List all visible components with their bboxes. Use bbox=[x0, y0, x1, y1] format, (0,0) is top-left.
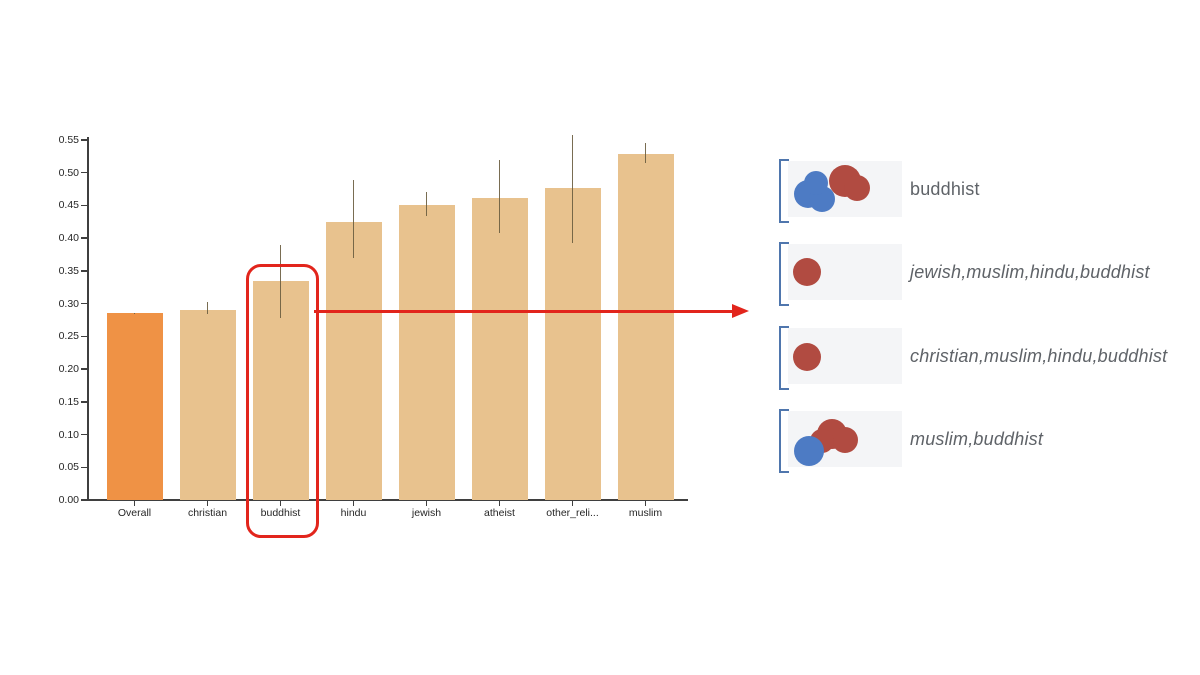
red-blob bbox=[832, 427, 858, 453]
y-tick-mark bbox=[81, 433, 87, 436]
bar-christian[interactable] bbox=[179, 309, 236, 500]
cluster-blobs bbox=[793, 343, 821, 371]
y-tick-label: 0.55 bbox=[58, 134, 79, 146]
cluster-thumbnail[interactable] bbox=[788, 411, 902, 467]
x-tick-mark bbox=[133, 501, 136, 506]
y-tick-label: 0.30 bbox=[58, 297, 79, 310]
x-tick-label-buddhist: buddhist bbox=[260, 507, 301, 519]
x-tick-label-other_reli...: other_reli... bbox=[546, 507, 599, 519]
cluster-row-1[interactable]: buddhist bbox=[779, 159, 1199, 223]
cluster-label: muslim,buddhist bbox=[910, 429, 1044, 449]
bar-hindu[interactable] bbox=[325, 221, 382, 500]
x-axis bbox=[87, 499, 688, 501]
y-tick-mark bbox=[81, 302, 87, 305]
y-tick-mark bbox=[81, 204, 87, 207]
x-tick-mark bbox=[425, 501, 428, 506]
red-blob bbox=[844, 175, 870, 201]
y-tick-label: 0.25 bbox=[58, 330, 79, 343]
error-bar-jewish bbox=[425, 192, 428, 216]
y-tick-mark bbox=[81, 171, 87, 174]
bar-muslim[interactable] bbox=[617, 153, 674, 500]
bar-atheist[interactable] bbox=[471, 197, 528, 500]
red-blob bbox=[793, 343, 821, 371]
blue-blob bbox=[794, 436, 824, 466]
y-tick-label: 0.05 bbox=[58, 461, 79, 474]
y-tick-label: 0.20 bbox=[58, 363, 79, 376]
bracket-icon bbox=[779, 159, 789, 223]
y-tick-mark bbox=[81, 401, 87, 403]
cluster-row-3[interactable]: christian,muslim,hindu,buddhist bbox=[779, 326, 1199, 390]
x-tick-label-christian: christian bbox=[187, 507, 228, 519]
cluster-thumbnail[interactable] bbox=[788, 161, 902, 217]
bracket-icon bbox=[779, 409, 789, 473]
y-tick-mark bbox=[81, 270, 87, 272]
y-tick-label: 0.40 bbox=[58, 232, 79, 245]
y-tick-label: 0.10 bbox=[58, 428, 79, 441]
blue-blob bbox=[804, 171, 828, 195]
y-tick-mark bbox=[81, 368, 87, 370]
error-bar-hindu bbox=[352, 179, 355, 258]
error-bar-buddhist bbox=[279, 245, 282, 319]
y-tick-label: 0.45 bbox=[58, 199, 79, 212]
bracket-icon bbox=[779, 242, 789, 306]
x-tick-label-atheist: atheist bbox=[484, 507, 515, 519]
error-bar-muslim bbox=[644, 143, 647, 163]
arrow-head-icon bbox=[732, 304, 749, 318]
red-blob bbox=[793, 258, 821, 286]
x-tick-mark bbox=[206, 501, 209, 506]
y-axis bbox=[87, 137, 89, 501]
bar-Overall[interactable] bbox=[106, 313, 163, 500]
error-bar-christian bbox=[206, 302, 209, 315]
annotation-arrow bbox=[314, 310, 734, 313]
x-tick-mark bbox=[571, 501, 574, 506]
y-tick-label: 0.35 bbox=[58, 264, 79, 277]
y-tick-mark bbox=[81, 237, 87, 239]
cluster-blobs bbox=[793, 258, 821, 286]
highlight-box bbox=[246, 264, 319, 538]
error-bar-other_reli... bbox=[571, 134, 574, 243]
x-tick-label-Overall: Overall bbox=[117, 507, 152, 519]
x-tick-mark bbox=[279, 501, 282, 506]
cluster-thumbnail[interactable] bbox=[788, 328, 902, 384]
x-tick-mark bbox=[352, 501, 355, 506]
y-tick-mark bbox=[81, 335, 87, 338]
error-bar-Overall bbox=[133, 312, 136, 315]
bar-jewish[interactable] bbox=[398, 204, 455, 500]
y-tick-mark bbox=[81, 139, 87, 141]
x-tick-mark bbox=[644, 501, 647, 506]
cluster-blobs bbox=[794, 165, 870, 212]
cluster-row-4[interactable]: muslim,buddhist bbox=[779, 409, 1199, 473]
x-tick-label-hindu: hindu bbox=[340, 507, 367, 519]
bar-chart: 0.00 0.05 0.10 0.15 0.20 0.25 0.30 0.35 0.40 0.45… bbox=[58, 134, 688, 519]
cluster-row-2[interactable]: jewish,muslim,hindu,buddhist bbox=[779, 242, 1199, 306]
y-tick-mark bbox=[81, 499, 87, 501]
y-tick-label: 0.00 bbox=[58, 494, 79, 506]
cluster-thumbnail[interactable] bbox=[788, 244, 902, 300]
bracket-icon bbox=[779, 326, 789, 390]
x-tick-label-muslim: muslim bbox=[628, 507, 663, 519]
cluster-label: buddhist bbox=[910, 179, 980, 199]
cluster-blobs bbox=[794, 419, 858, 466]
y-tick-label: 0.50 bbox=[58, 166, 79, 179]
y-tick-mark bbox=[81, 466, 87, 469]
error-bar-atheist bbox=[498, 160, 501, 233]
x-tick-label-jewish: jewish bbox=[411, 507, 442, 519]
x-tick-mark bbox=[498, 501, 501, 506]
y-tick-label: 0.15 bbox=[58, 395, 79, 408]
cluster-label: christian,muslim,hindu,buddhist bbox=[910, 346, 1168, 366]
cluster-label: jewish,muslim,hindu,buddhist bbox=[910, 262, 1150, 282]
